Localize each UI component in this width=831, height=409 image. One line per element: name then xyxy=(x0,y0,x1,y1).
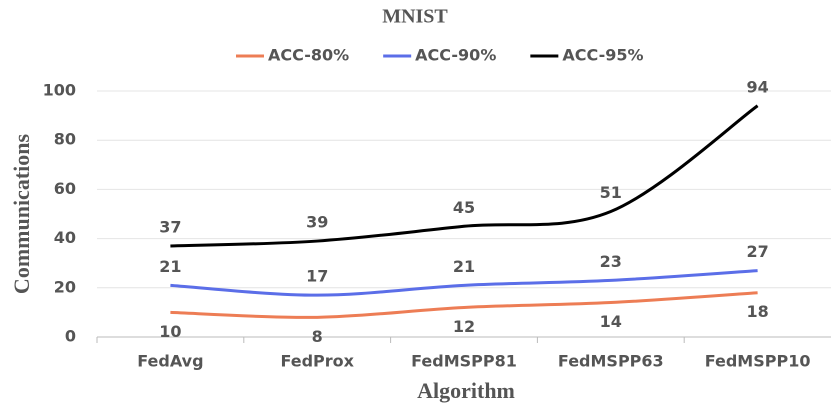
series-line xyxy=(170,104,759,248)
x-tick-label: FedAvg xyxy=(137,352,203,371)
y-tick-label: 100 xyxy=(43,81,76,100)
x-tick-label: FedProx xyxy=(280,352,354,371)
data-label: 37 xyxy=(159,217,181,236)
y-tick-label: 80 xyxy=(54,130,76,149)
y-tick-label: 60 xyxy=(54,179,76,198)
legend-label: ACC-80% xyxy=(268,46,349,65)
x-tick-label: FedMSPP81 xyxy=(411,352,517,371)
data-label: 18 xyxy=(746,302,768,321)
data-label: 39 xyxy=(306,213,328,232)
data-label: 10 xyxy=(159,322,181,341)
data-label: 27 xyxy=(746,242,768,261)
y-tick-label: 40 xyxy=(54,228,76,247)
x-axis-label: Algorithm xyxy=(417,378,515,403)
chart-title: MNIST xyxy=(382,6,448,28)
data-label: 45 xyxy=(453,198,475,217)
data-label: 21 xyxy=(159,257,181,276)
data-label: 21 xyxy=(453,257,475,276)
legend-label: ACC-90% xyxy=(415,46,496,65)
data-label: 8 xyxy=(312,327,323,346)
series-line xyxy=(170,291,758,319)
x-tick-label: FedMSPP63 xyxy=(558,352,664,371)
y-tick-label: 20 xyxy=(54,277,76,296)
data-label: 94 xyxy=(746,77,768,96)
x-tick-label: FedMSPP10 xyxy=(705,352,811,371)
data-label: 51 xyxy=(600,183,622,202)
series-line xyxy=(170,269,758,297)
y-tick-label: 0 xyxy=(65,327,76,346)
data-label: 17 xyxy=(306,267,328,286)
data-label: 12 xyxy=(453,317,475,336)
data-label: 14 xyxy=(600,312,622,331)
legend-label: ACC-95% xyxy=(562,46,643,65)
y-axis-label: Communications xyxy=(9,134,34,295)
data-label: 23 xyxy=(600,252,622,271)
